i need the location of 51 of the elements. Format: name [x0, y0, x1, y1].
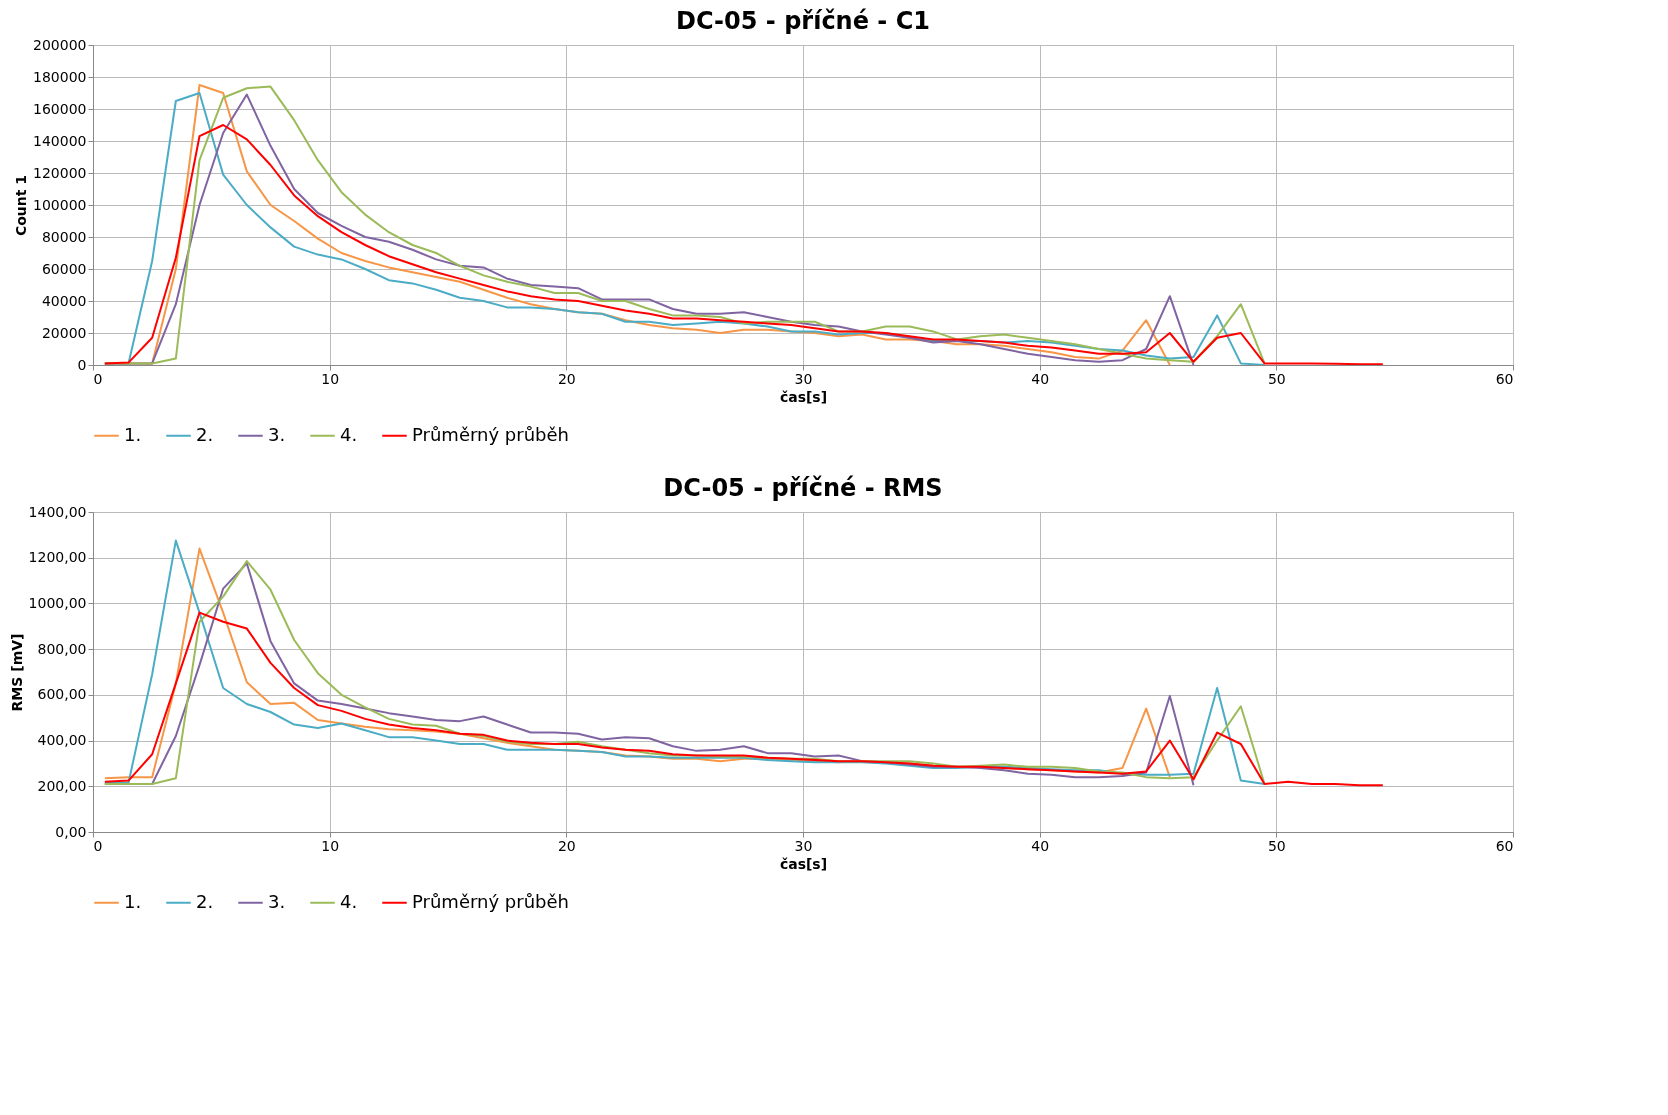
x-tick-label: 10	[321, 370, 340, 387]
line-series	[103, 124, 1384, 365]
y-tick-label: 100000	[33, 196, 87, 213]
legend-label: 1.	[124, 890, 142, 912]
legend-label: 4.	[340, 423, 358, 445]
chart-title: DC-05 - příčné - C1	[676, 7, 930, 35]
y-tick-label: 200,00	[37, 777, 87, 794]
legend-label: 2.	[196, 423, 214, 445]
y-tick-label: 180000	[33, 68, 87, 85]
legend-label: 4.	[340, 890, 358, 912]
x-tick-label: 20	[557, 837, 576, 854]
y-tick-label: 600,00	[37, 686, 87, 703]
y-axis-title: Count 1	[13, 174, 30, 237]
x-axis-title: čas[s]	[779, 855, 828, 872]
y-tick-label: 0,00	[55, 823, 87, 840]
x-tick-label: 0	[93, 837, 103, 854]
x-tick-label: 60	[1495, 837, 1514, 854]
y-tick-label: 400,00	[37, 732, 87, 749]
y-tick-label: 1200,00	[28, 549, 87, 566]
x-tick-label: 50	[1267, 837, 1286, 854]
y-tick-label: 160000	[33, 100, 87, 117]
x-tick-label: 30	[794, 370, 813, 387]
y-tick-label: 800,00	[37, 640, 87, 657]
legend-label: Průměrný průběh	[412, 423, 569, 445]
x-tick-label: 40	[1031, 370, 1050, 387]
legend-label: Průměrný průběh	[412, 890, 569, 912]
x-tick-label: 0	[93, 370, 103, 387]
y-tick-label: 1400,00	[28, 503, 87, 520]
y-tick-label: 120000	[33, 164, 87, 181]
y-axis-title: RMS [mV]	[8, 633, 25, 712]
y-tick-label: 200000	[33, 36, 87, 53]
x-tick-label: 30	[794, 837, 813, 854]
y-tick-label: 0	[77, 356, 87, 373]
legend-label: 1.	[124, 423, 142, 445]
x-tick-label: 20	[557, 370, 576, 387]
y-tick-label: 80000	[41, 228, 87, 245]
y-tick-label: 60000	[41, 260, 87, 277]
x-tick-label: 50	[1267, 370, 1286, 387]
legend-label: 2.	[196, 890, 214, 912]
line-series	[103, 611, 1384, 787]
y-tick-label: 1000,00	[28, 594, 87, 611]
y-tick-label: 40000	[41, 292, 87, 309]
x-tick-label: 60	[1495, 370, 1514, 387]
chart-title: DC-05 - příčné - RMS	[663, 474, 943, 502]
legend-label: 3.	[268, 890, 286, 912]
x-tick-label: 40	[1031, 837, 1050, 854]
x-tick-label: 10	[321, 837, 340, 854]
y-tick-label: 20000	[41, 324, 87, 341]
x-axis-title: čas[s]	[779, 388, 828, 405]
legend-label: 3.	[268, 423, 286, 445]
y-tick-label: 140000	[33, 132, 87, 149]
